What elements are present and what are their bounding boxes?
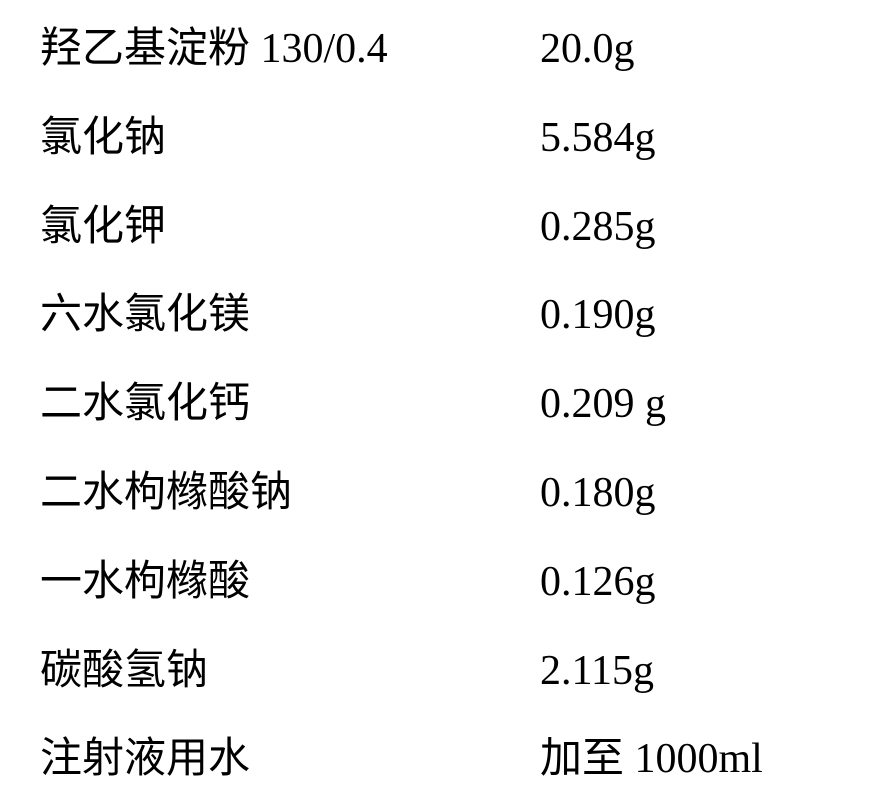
ingredient-value: 0.209 g — [540, 375, 850, 434]
ingredient-label: 二水氯化钙 — [40, 375, 540, 434]
ingredient-label: 一水枸橼酸 — [40, 553, 540, 612]
table-row: 六水氯化镁 0.190g — [40, 286, 850, 345]
ingredient-label: 碳酸氢钠 — [40, 642, 540, 701]
ingredient-value: 加至 1000ml — [540, 730, 850, 789]
table-row: 羟乙基淀粉 130/0.4 20.0g — [40, 20, 850, 79]
table-row: 二水氯化钙 0.209 g — [40, 375, 850, 434]
table-row: 一水枸橼酸 0.126g — [40, 553, 850, 612]
ingredient-value: 0.180g — [540, 464, 850, 523]
ingredient-label: 氯化钠 — [40, 109, 540, 168]
ingredient-label: 注射液用水 — [40, 730, 540, 789]
ingredient-value: 0.190g — [540, 286, 850, 345]
ingredients-table: 羟乙基淀粉 130/0.4 20.0g 氯化钠 5.584g 氯化钾 0.285… — [40, 20, 850, 789]
table-row: 碳酸氢钠 2.115g — [40, 642, 850, 701]
ingredient-value: 0.285g — [540, 198, 850, 257]
ingredient-value: 5.584g — [540, 109, 850, 168]
ingredient-label: 氯化钾 — [40, 198, 540, 257]
table-row: 注射液用水 加至 1000ml — [40, 730, 850, 789]
table-row: 二水枸橼酸钠 0.180g — [40, 464, 850, 523]
ingredient-label: 二水枸橼酸钠 — [40, 464, 540, 523]
table-row: 氯化钾 0.285g — [40, 198, 850, 257]
ingredient-label: 羟乙基淀粉 130/0.4 — [40, 20, 540, 79]
ingredient-value: 20.0g — [540, 20, 850, 79]
ingredient-label: 六水氯化镁 — [40, 286, 540, 345]
ingredient-value: 0.126g — [540, 553, 850, 612]
table-row: 氯化钠 5.584g — [40, 109, 850, 168]
ingredient-value: 2.115g — [540, 642, 850, 701]
